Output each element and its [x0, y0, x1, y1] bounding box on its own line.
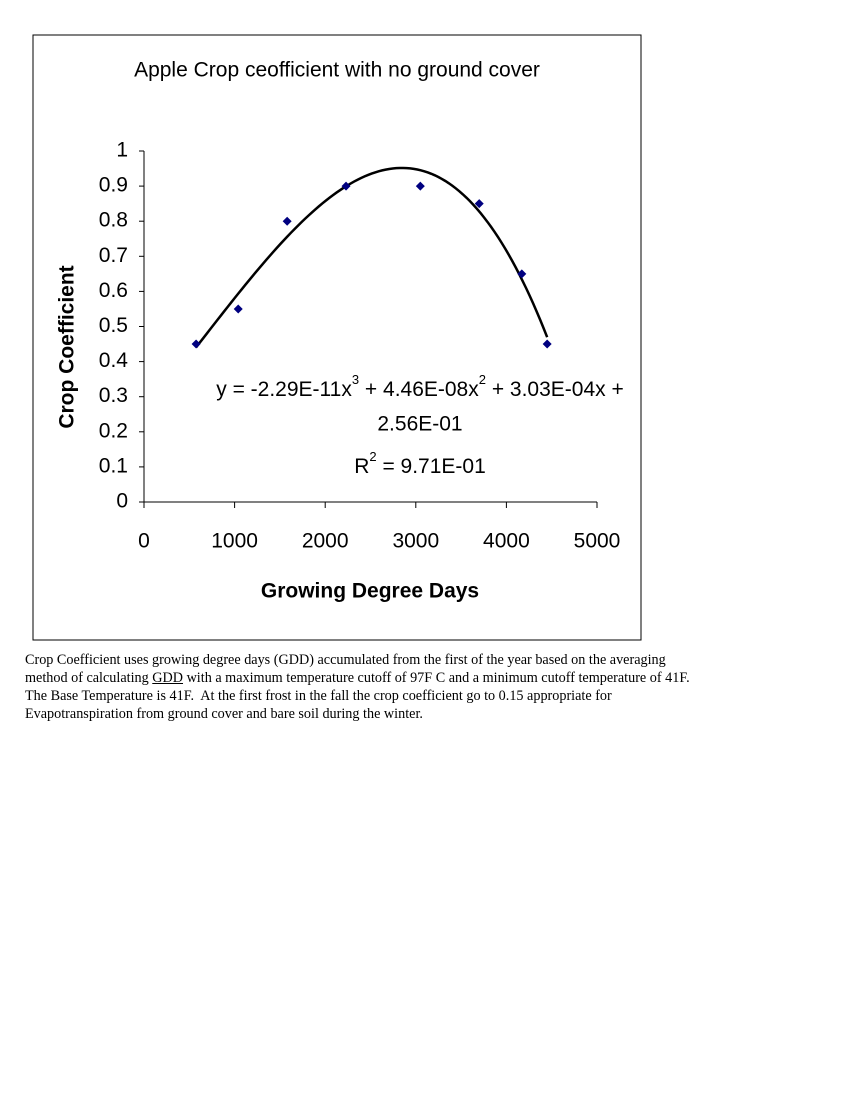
- chart-frame: [32, 34, 642, 641]
- x-tick-label: 2000: [302, 530, 349, 553]
- y-axis-label: Crop Coefficient: [56, 265, 79, 428]
- eq-exponent: 2: [479, 372, 486, 387]
- data-point: [415, 181, 425, 191]
- y-tick-label: 0.3: [99, 384, 128, 407]
- eq-part: + 4.46E-08x: [359, 378, 479, 401]
- caption-link[interactable]: GDD: [152, 670, 184, 686]
- y-tick-label: 0.1: [99, 454, 128, 477]
- x-tick-label: 1000: [211, 530, 258, 553]
- caption-line: Crop Coefficient uses growing degree day…: [25, 652, 666, 668]
- data-point: [542, 339, 552, 349]
- y-tick-label: 0.7: [99, 244, 128, 267]
- y-tick-label: 0.4: [99, 349, 129, 372]
- x-tick-label: 5000: [574, 530, 621, 553]
- data-point: [474, 199, 484, 209]
- caption-line: Evapotranspiration from ground cover and…: [25, 706, 423, 722]
- data-point: [191, 339, 201, 349]
- chart: Apple Crop ceofficient with no ground co…: [32, 34, 642, 641]
- y-tick-label: 0.9: [99, 174, 128, 197]
- y-tick-label: 0.6: [99, 279, 128, 302]
- r-squared: R2 = 9.71E-01: [354, 449, 486, 477]
- x-tick-label: 4000: [483, 530, 530, 553]
- r2-exponent: 2: [369, 449, 376, 464]
- y-tick-label: 0.8: [99, 209, 128, 232]
- r2-part: R: [354, 455, 369, 478]
- y-tick-label: 1: [116, 139, 128, 162]
- caption: Crop Coefficient uses growing degree day…: [25, 651, 690, 723]
- caption-text: method of calculating: [25, 670, 153, 686]
- y-tick-label: 0: [116, 490, 128, 513]
- trendline: [195, 166, 549, 349]
- caption-line: The Base Temperature is 41F. At the firs…: [25, 688, 612, 704]
- eq-exponent: 3: [352, 372, 359, 387]
- y-tick-label: 0.5: [99, 314, 128, 337]
- r2-part: = 9.71E-01: [377, 455, 486, 478]
- x-tick-label: 0: [138, 530, 150, 553]
- data-point: [282, 216, 292, 226]
- x-tick-label: 3000: [392, 530, 439, 553]
- eq-part: y = -2.29E-11x: [216, 378, 352, 401]
- trend-equation-line2: 2.56E-01: [377, 413, 462, 436]
- data-point: [341, 181, 351, 191]
- data-point: [233, 304, 243, 314]
- trend-equation: y = -2.29E-11x3 + 4.46E-08x2 + 3.03E-04x…: [216, 372, 624, 400]
- data-point: [517, 269, 527, 279]
- y-tick-label: 0.2: [99, 419, 128, 442]
- chart-title: Apple Crop ceofficient with no ground co…: [134, 59, 540, 82]
- caption-text: with a maximum temperature cutoff of 97F…: [183, 670, 690, 686]
- eq-part: + 3.03E-04x +: [486, 378, 624, 401]
- x-axis-label: Growing Degree Days: [261, 580, 479, 603]
